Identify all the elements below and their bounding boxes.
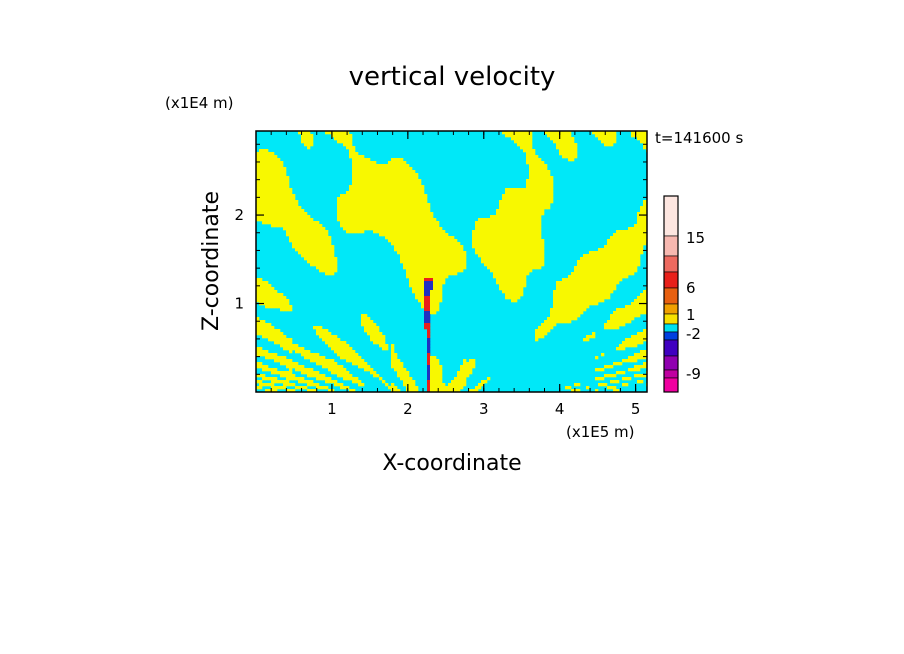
x-tick-label: 4 (555, 400, 565, 418)
x-tick-label: 2 (403, 400, 413, 418)
y-tick-label: 2 (234, 206, 244, 224)
y-axis: 12 (234, 143, 647, 375)
colorbar-swatch (663, 255, 679, 273)
colorbar-swatch (663, 303, 679, 315)
colorbar-label: 1 (686, 306, 696, 324)
colorbar-swatch (663, 287, 679, 305)
plot-area (256, 131, 647, 392)
time-label: t=141600 s (655, 129, 743, 147)
chart-title: vertical velocity (349, 62, 556, 92)
colorbar-swatch (663, 377, 679, 393)
colorbar-swatch (663, 235, 679, 257)
y-unit-label: (x1E4 m) (165, 94, 234, 112)
colorbar-swatch (663, 355, 679, 371)
y-axis-title: Z-coordinate (199, 191, 224, 331)
plot-frame (255, 130, 648, 393)
colorbar-swatch (663, 331, 679, 341)
x-tick-label: 1 (327, 400, 337, 418)
colorbar-swatch (663, 369, 679, 379)
colorbar-swatch (663, 323, 679, 333)
colorbar-label: -2 (686, 325, 701, 343)
colorbar-swatch (663, 313, 679, 325)
x-unit-label: (x1E5 m) (566, 423, 635, 441)
colorbar-swatch (663, 339, 679, 357)
x-axis-title: X-coordinate (382, 451, 521, 476)
colorbar: 15 6 1-2 -9 (663, 195, 705, 393)
x-axis: 1 2 3 4 5 (270, 131, 641, 418)
x-tick-label: 5 (631, 400, 641, 418)
colorbar-swatch (663, 271, 679, 289)
colorbar-swatch (663, 195, 679, 237)
y-tick-label: 1 (234, 295, 244, 313)
colorbar-label: -9 (686, 365, 701, 383)
colorbar-label: 6 (686, 279, 696, 297)
x-tick-label: 3 (479, 400, 489, 418)
colorbar-label: 15 (686, 229, 705, 247)
